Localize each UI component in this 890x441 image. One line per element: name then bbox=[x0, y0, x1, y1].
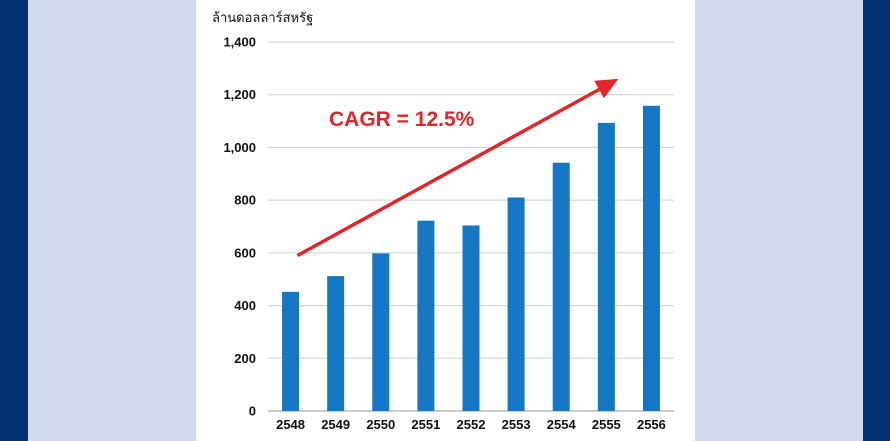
bar bbox=[642, 105, 660, 411]
y-tick-label: 0 bbox=[249, 404, 256, 419]
x-tick-labels: 2548 2549 2550 2551 2552 2553 2554 2555 2556 bbox=[276, 417, 666, 432]
y-tick-label: 800 bbox=[234, 193, 256, 208]
bar bbox=[327, 276, 345, 411]
x-tick-label: 2554 bbox=[547, 417, 577, 432]
left-inner-band bbox=[28, 0, 196, 441]
y-axis-label: ล้านดอลลาร์สหรัฐ bbox=[212, 10, 313, 26]
bars bbox=[282, 105, 660, 411]
x-tick-label: 2556 bbox=[637, 417, 666, 432]
y-tick-label: 1,200 bbox=[223, 87, 256, 102]
y-tick-label: 200 bbox=[234, 351, 256, 366]
y-tick-label: 1,000 bbox=[223, 140, 256, 155]
x-tick-label: 2551 bbox=[411, 417, 440, 432]
bar bbox=[462, 225, 480, 411]
y-tick-label: 400 bbox=[234, 298, 256, 313]
x-tick-label: 2555 bbox=[592, 417, 621, 432]
x-tick-label: 2553 bbox=[502, 417, 531, 432]
bar bbox=[552, 162, 570, 411]
bar bbox=[372, 253, 390, 411]
bar bbox=[417, 220, 435, 411]
x-tick-label: 2552 bbox=[457, 417, 486, 432]
x-tick-label: 2550 bbox=[366, 417, 395, 432]
y-tick-labels: 0 200 400 600 800 1,000 1,200 1,400 bbox=[223, 35, 256, 419]
cagr-arrow-shaft bbox=[296, 87, 600, 258]
cagr-label: CAGR = 12.5% bbox=[329, 108, 475, 131]
cagr-annotation: CAGR = 12.5% bbox=[296, 78, 619, 258]
y-tick-label: 600 bbox=[234, 245, 256, 260]
cagr-arrow-head bbox=[594, 78, 619, 99]
left-outer-band bbox=[0, 0, 28, 441]
x-tick-label: 2549 bbox=[321, 417, 350, 432]
right-inner-band bbox=[695, 0, 863, 441]
right-outer-band bbox=[863, 0, 890, 441]
bar bbox=[507, 197, 525, 411]
x-tick-label: 2548 bbox=[276, 417, 305, 432]
y-tick-label: 1,400 bbox=[223, 35, 256, 50]
bar bbox=[597, 122, 615, 411]
bar bbox=[282, 291, 300, 411]
